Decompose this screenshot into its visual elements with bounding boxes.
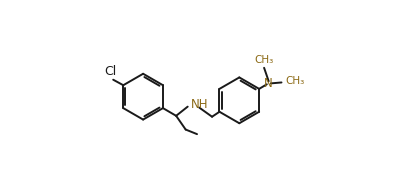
Text: N: N (264, 77, 273, 90)
Text: Cl: Cl (104, 65, 116, 78)
Text: NH: NH (190, 98, 208, 111)
Text: CH₃: CH₃ (285, 76, 304, 86)
Text: CH₃: CH₃ (254, 54, 274, 65)
